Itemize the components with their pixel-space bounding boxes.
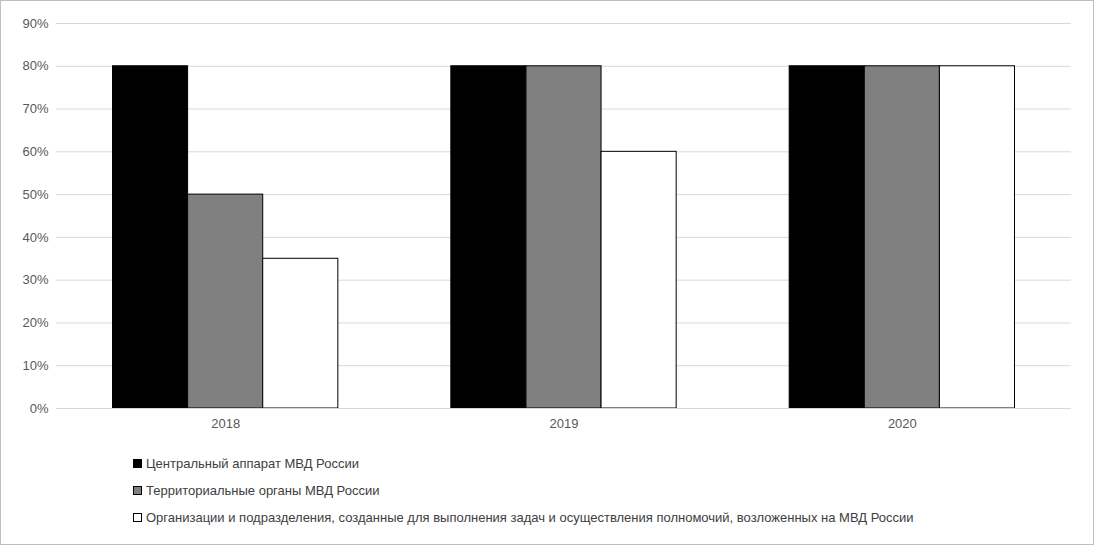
html-text:Центральный аппарат МВД России: Центральный аппарат МВД России [146,456,359,471]
svg-text:2019: 2019 [550,416,579,431]
svg-text:0%: 0% [30,401,49,416]
html-text:Территориальные органы МВД Рос: Территориальные органы МВД России [146,483,380,498]
svg-text:30%: 30% [22,272,48,287]
svg-text:70%: 70% [22,101,48,116]
svg-text:60%: 60% [22,144,48,159]
svg-text:40%: 40% [22,230,48,245]
svg-text:10%: 10% [22,358,48,373]
svg-text:2020: 2020 [888,416,917,431]
svg-text:2018: 2018 [211,416,240,431]
svg-text:80%: 80% [22,58,48,73]
svg-text:90%: 90% [22,16,48,31]
svg-text:20%: 20% [22,315,48,330]
svg-text:50%: 50% [22,187,48,202]
html-text:Организации и подразделения, с: Организации и подразделения, созданные д… [146,510,914,525]
